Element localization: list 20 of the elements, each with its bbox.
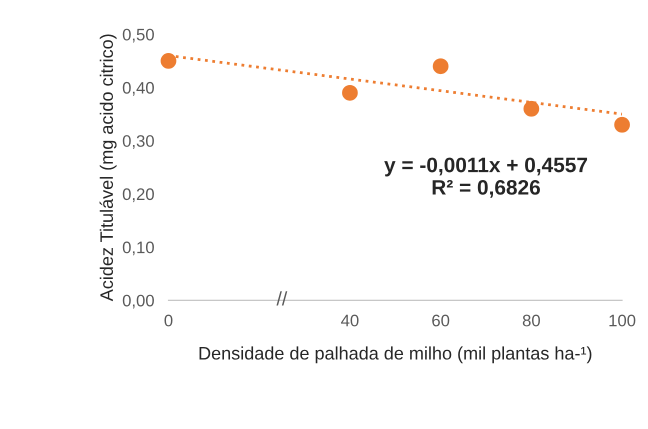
x-tick-label: 60 bbox=[432, 314, 450, 326]
annotation: y = -0,0011x + 0,4557 R² = 0,6826 bbox=[384, 158, 588, 198]
point bbox=[432, 58, 449, 74]
point bbox=[342, 84, 358, 101]
point bbox=[614, 116, 630, 133]
x-tick-label: 40 bbox=[341, 314, 359, 326]
y-tick-label: 0,10 bbox=[122, 242, 154, 256]
y-tick-label: 0,50 bbox=[122, 28, 154, 42]
x-tick-label: 100 bbox=[609, 314, 636, 326]
y-tick-label: 0,20 bbox=[122, 188, 154, 202]
x-axis-title: Densidade de palhada de milho (mil plantas ha-¹) bbox=[200, 346, 592, 364]
x-tick-label: 0 bbox=[164, 314, 172, 326]
annotation: // bbox=[276, 291, 288, 306]
x-tick-label: 80 bbox=[522, 314, 540, 326]
y-tick-label: 0,30 bbox=[122, 135, 154, 149]
y-tick-label: 0,40 bbox=[122, 82, 154, 96]
point bbox=[523, 100, 540, 117]
y-tick-label: 0,00 bbox=[122, 294, 154, 308]
point bbox=[160, 53, 176, 69]
y-axis-title: Acidez Titulável (mg acido citrico) bbox=[100, 34, 117, 302]
